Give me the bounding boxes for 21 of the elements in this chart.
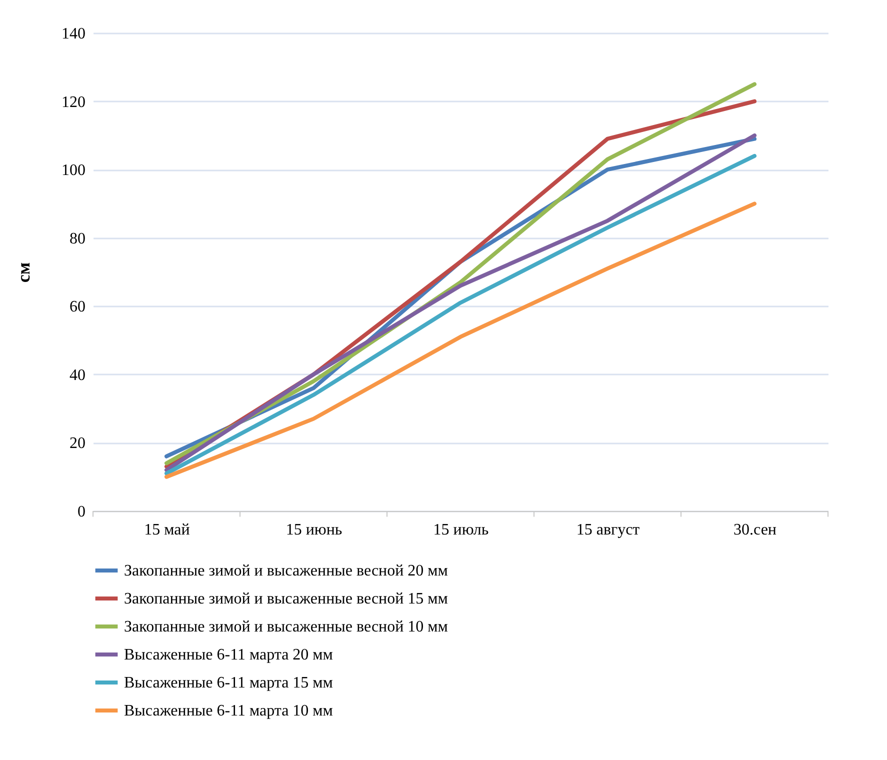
y-tick-label: 100 xyxy=(62,162,86,180)
legend-label: Закопанные зимой и высаженные весной 15 мм xyxy=(124,590,448,608)
y-tick-label: 80 xyxy=(70,230,86,248)
x-tick-label: 15 июнь xyxy=(286,522,342,538)
line-series xyxy=(164,202,756,479)
y-axis-title: см xyxy=(14,262,34,283)
y-tick-label: 60 xyxy=(70,298,86,316)
y-tick-label: 140 xyxy=(62,26,86,42)
legend-label: Высаженные 6-11 марта 10 мм xyxy=(124,702,333,720)
x-tick-label: 15 июль xyxy=(433,522,489,538)
legend-label: Закопанные зимой и высаженные весной 20 мм xyxy=(124,562,448,580)
x-tick-label: 30.сен xyxy=(734,522,777,538)
legend-label: Высаженные 6-11 марта 15 мм xyxy=(124,674,333,692)
legend-label: Закопанные зимой и высаженные весной 10 мм xyxy=(124,618,448,636)
x-tick-label: 15 август xyxy=(576,522,640,538)
legend-label: Высаженные 6-11 марта 20 мм xyxy=(124,646,333,664)
y-tick-label: 120 xyxy=(62,94,86,111)
y-tick-label: 0 xyxy=(78,504,86,520)
x-tick-label: 15 май xyxy=(144,522,190,538)
y-tick-label: 40 xyxy=(70,366,86,384)
y-tick-label: 20 xyxy=(70,435,86,452)
